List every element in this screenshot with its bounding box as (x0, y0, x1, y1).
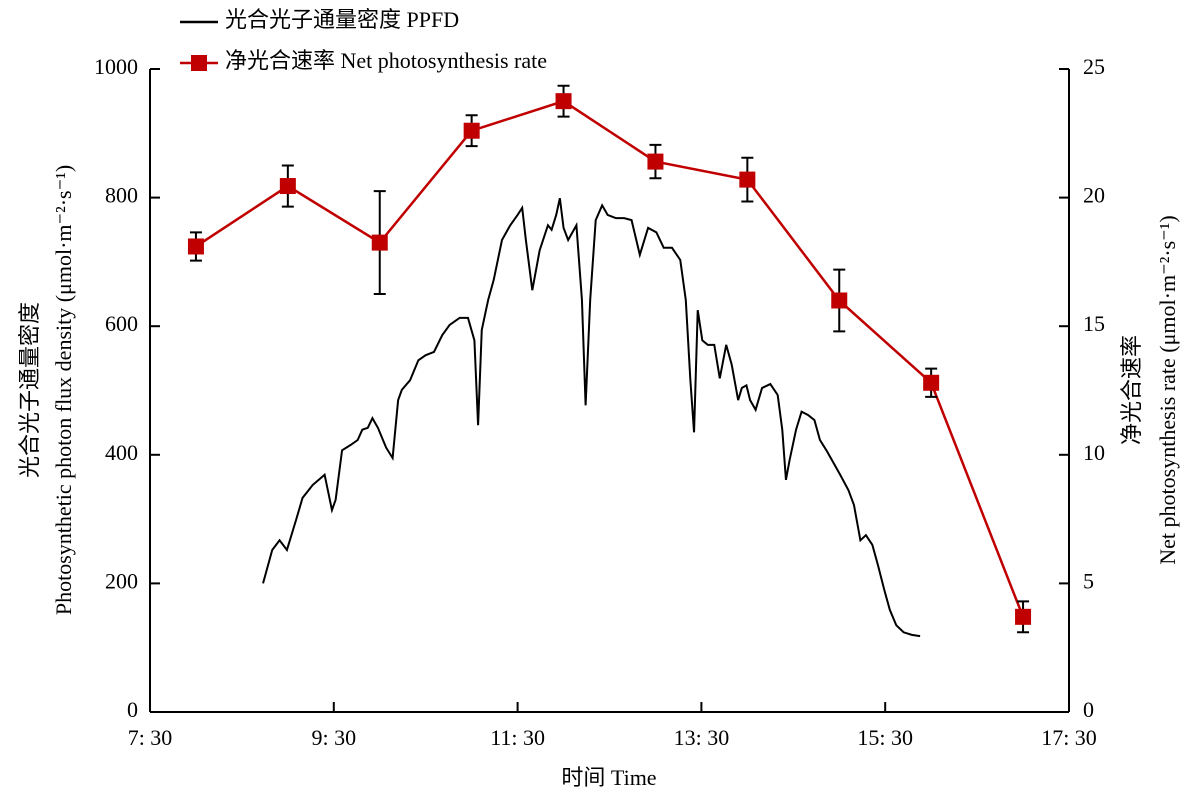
y2-tick-label: 25 (1083, 54, 1105, 79)
x-tick-label: 15: 30 (857, 725, 913, 750)
x-axis-label: 时间 Time (561, 765, 656, 790)
x-tick-label: 11: 30 (490, 725, 545, 750)
y-axis-label: 光合光子通量密度 (17, 302, 42, 478)
y2-tick-label: 10 (1083, 440, 1105, 465)
y-tick-label: 800 (105, 183, 138, 208)
x-tick-label: 13: 30 (674, 725, 730, 750)
y-tick-label: 1000 (94, 54, 138, 79)
series-line (195, 99, 1025, 618)
legend-label: 光合光子通量密度 PPFD (225, 7, 459, 32)
y-tick-label: 400 (105, 440, 138, 465)
x-tick-label: 9: 30 (311, 725, 356, 750)
marker (279, 178, 296, 195)
y2-tick-label: 5 (1083, 568, 1094, 593)
axes-frame (149, 69, 1070, 713)
marker (463, 122, 480, 139)
y-axis-label: Photosynthetic photon flux density (μmol… (51, 165, 76, 615)
marker (647, 153, 664, 170)
marker (831, 292, 848, 309)
series-line (262, 198, 921, 638)
y-tick-label: 200 (105, 568, 138, 593)
y2-axis-label: Net photosynthesis rate (μmol·m⁻²·s⁻¹) (1155, 215, 1180, 564)
legend-marker (191, 55, 207, 71)
y-tick-label: 0 (127, 697, 138, 722)
y2-tick-label: 20 (1083, 183, 1105, 208)
y2-axis-label: 净光合速率 (1119, 335, 1144, 445)
y2-tick-label: 15 (1083, 311, 1105, 336)
y2-tick-label: 0 (1083, 697, 1094, 722)
marker (923, 374, 940, 391)
y-tick-label: 600 (105, 311, 138, 336)
x-tick-label: 7: 30 (128, 725, 173, 750)
x-tick-label: 17: 30 (1041, 725, 1097, 750)
marker (1015, 608, 1032, 625)
marker (187, 238, 204, 255)
marker (555, 93, 572, 110)
marker (371, 234, 388, 251)
legend-label: 净光合速率 Net photosynthesis rate (225, 48, 547, 73)
marker (739, 171, 756, 188)
